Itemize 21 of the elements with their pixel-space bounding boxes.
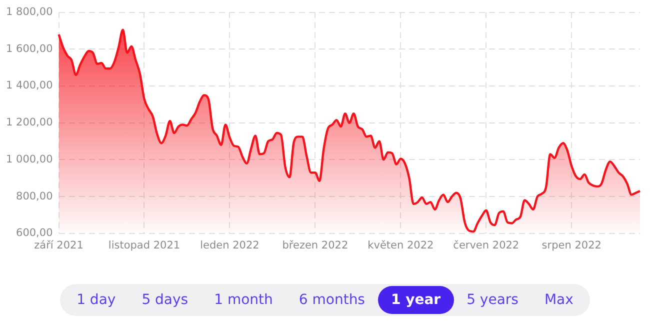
x-tick-label: květen 2022	[368, 239, 434, 252]
y-tick-label: 1 600,00	[6, 42, 53, 55]
text: 5 days	[140, 291, 190, 310]
x-tick-label: březen 2022	[282, 239, 348, 252]
y-tick-label: 600,00	[16, 227, 53, 240]
x-tick-label: červen 2022	[453, 239, 520, 252]
text: 1 year	[378, 286, 454, 314]
text: 1 month	[213, 291, 274, 310]
x-tick-label: září 2021	[34, 239, 84, 252]
text: 6 months	[298, 291, 366, 310]
x-tick-label: srpen 2022	[542, 239, 602, 252]
text: Max	[543, 291, 574, 310]
y-tick-label: 1 400,00	[6, 80, 53, 92]
y-tick-label: 1 200,00	[6, 116, 53, 129]
text: 5 years	[466, 291, 520, 310]
y-tick-label: 800,00	[16, 190, 53, 202]
y-tick-label: 1 800,00	[6, 6, 53, 18]
y-tick-label: 1 000,00	[6, 153, 53, 166]
x-tick-label: leden 2022	[200, 239, 260, 252]
x-tick-label: listopad 2021	[108, 239, 180, 252]
text: 1 day	[76, 291, 117, 310]
